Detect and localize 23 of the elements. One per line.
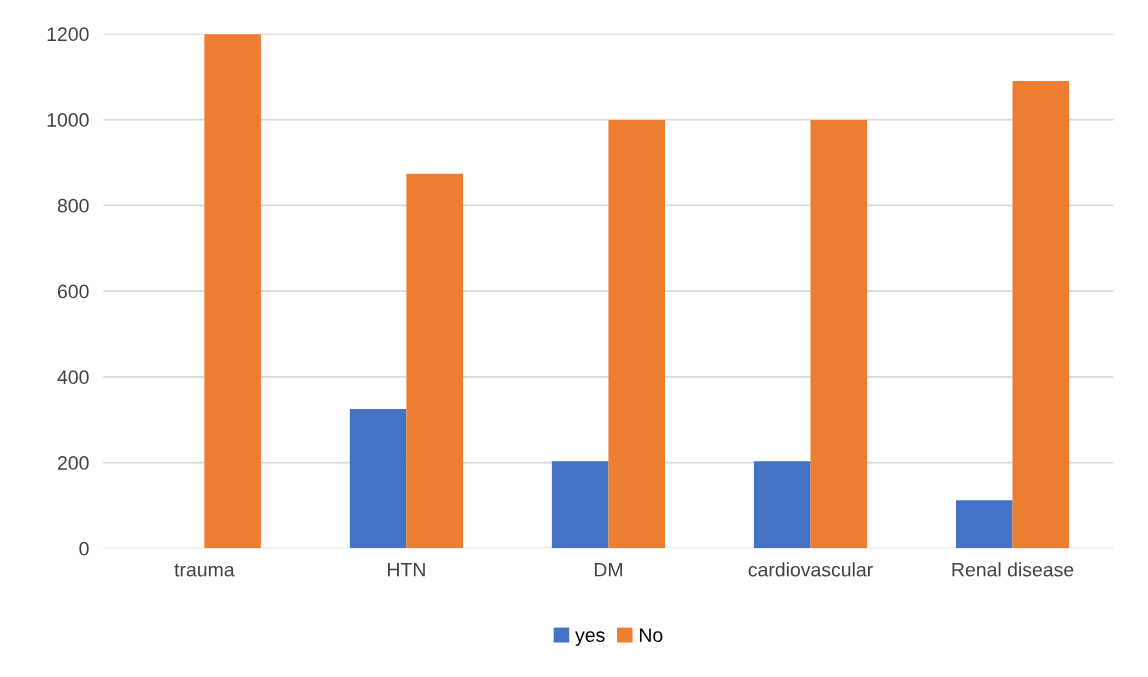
x-tick-label: cardiovascular: [748, 562, 873, 577]
y-tick-label: 400: [57, 370, 89, 385]
bar: [608, 120, 666, 549]
bar: [1012, 81, 1070, 549]
y-tick-label: 1000: [47, 113, 89, 127]
bar: [955, 500, 1013, 549]
legend-label: No: [639, 628, 663, 642]
x-tick-label: Renal disease: [952, 562, 1074, 577]
bar: [349, 409, 407, 549]
bar: [204, 34, 261, 549]
x-tick-label: trauma: [174, 563, 235, 577]
x-tick-label: HTN: [388, 562, 425, 577]
y-tick-label: 1200: [47, 27, 89, 42]
bar: [406, 173, 463, 549]
x-tick-label: DM: [594, 562, 622, 577]
y-tick-label: 0: [79, 541, 89, 556]
bar: [551, 461, 609, 549]
y-tick-label: 600: [57, 284, 89, 299]
y-tick-label: 200: [57, 456, 89, 470]
bar: [810, 120, 868, 549]
bar: [753, 461, 811, 549]
legend-label: yes: [575, 631, 605, 646]
y-tick-label: 800: [57, 198, 89, 213]
